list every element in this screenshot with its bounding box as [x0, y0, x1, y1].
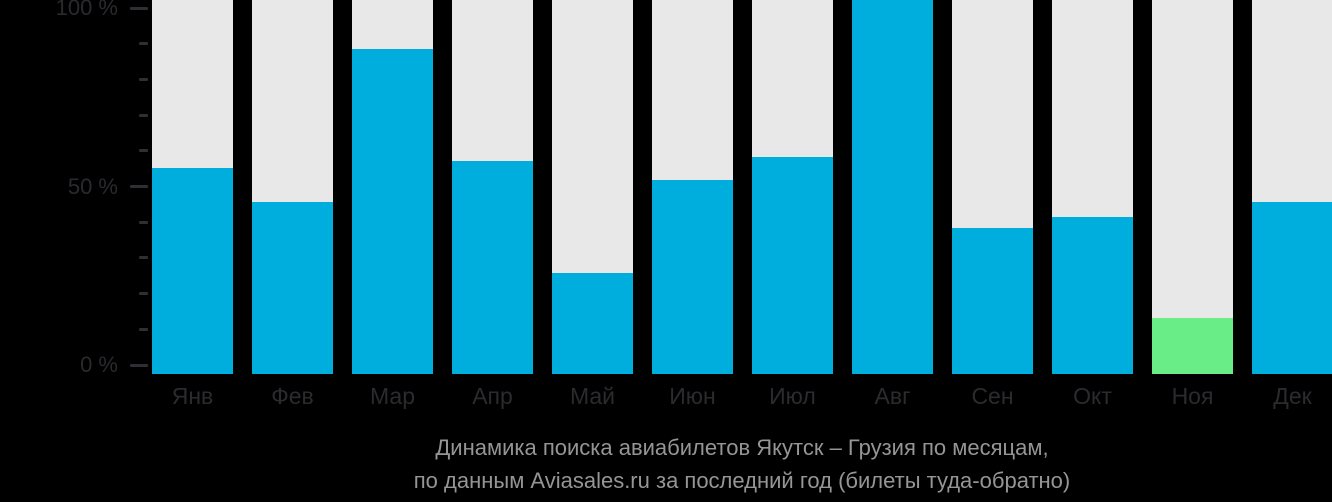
- y-axis-minor-tick: [139, 77, 148, 81]
- month-label: Ноя: [1171, 383, 1214, 409]
- bar-fill: [352, 48, 433, 374]
- month-label: Июл: [769, 383, 816, 409]
- y-axis-minor-tick: [139, 256, 148, 260]
- month-label: Сен: [971, 383, 1014, 409]
- chart-title: Динамика поиска авиабилетов Якутск – Гру…: [435, 435, 1049, 460]
- month-label: Фев: [271, 383, 314, 409]
- y-axis-tick-label: 50 %: [67, 173, 118, 199]
- bar-slot: [552, 0, 633, 374]
- bar-slot: [352, 0, 433, 374]
- bar-fill: [552, 273, 633, 374]
- bar-fill: [652, 179, 733, 374]
- bar-fill: [952, 228, 1033, 374]
- y-axis-major-tick: [130, 6, 148, 10]
- y-axis-tick-label: 100 %: [55, 0, 118, 20]
- month-label: Дек: [1273, 383, 1312, 409]
- bar-fill: [1052, 216, 1133, 374]
- month-label: Авг: [874, 383, 911, 409]
- bar-fill: [152, 168, 233, 374]
- y-axis-tick-label: 0 %: [80, 352, 118, 377]
- month-label: Май: [569, 383, 616, 409]
- bar-slot: [852, 0, 933, 374]
- bar-fill: [252, 201, 333, 374]
- bar-slot: [452, 0, 533, 374]
- plot-area: 0 % 50 % 100 %: [55, 0, 1332, 377]
- bar-slot: [152, 0, 233, 374]
- bar-slot: [1152, 0, 1233, 374]
- bar-slot: [252, 0, 333, 374]
- y-axis-minor-tick: [139, 113, 148, 117]
- y-axis-minor-tick: [139, 42, 148, 46]
- y-axis-minor-tick: [139, 149, 148, 153]
- bar-track: [1152, 0, 1233, 374]
- month-label: Янв: [171, 383, 214, 409]
- chart-subtitle: по данным Aviasales.ru за последний год …: [413, 468, 1071, 493]
- bar-fill-highlight: [1152, 317, 1233, 374]
- bar-slot: [1052, 0, 1133, 374]
- month-label: Мар: [369, 383, 415, 409]
- y-axis-minor-tick: [139, 292, 148, 296]
- bar-slot: [652, 0, 733, 374]
- y-axis-minor-tick: [139, 327, 148, 331]
- y-axis-major-tick: [130, 363, 148, 367]
- bar-slot: [752, 0, 833, 374]
- month-label: Апр: [472, 383, 513, 409]
- bar-fill: [852, 0, 933, 374]
- month-label: Окт: [1073, 383, 1112, 409]
- bar-fill: [752, 157, 833, 374]
- bar-slot: [952, 0, 1033, 374]
- y-axis-major-tick: [130, 185, 148, 188]
- bar-fill: [1252, 201, 1332, 374]
- y-axis-minor-tick: [139, 220, 148, 224]
- bar-slot: [1252, 0, 1332, 374]
- bar-fill: [452, 160, 533, 374]
- month-label: Июн: [669, 383, 716, 409]
- chart-caption: Динамика поиска авиабилетов Якутск – Гру…: [152, 431, 1332, 497]
